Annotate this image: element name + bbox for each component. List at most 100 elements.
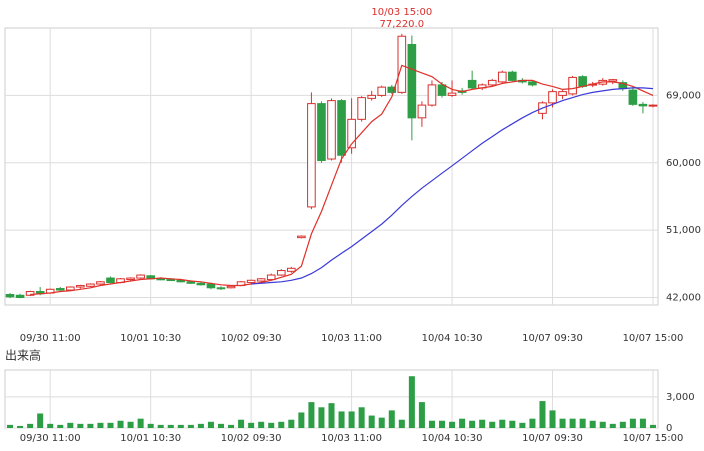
- candle-body: [528, 81, 537, 86]
- candle-body: [196, 282, 206, 286]
- x-tick-label: 10/07 15:00: [623, 433, 684, 444]
- x-tick-label: 10/02 09:30: [221, 433, 282, 444]
- candle-body: [387, 86, 397, 93]
- volume-bar: [217, 423, 225, 428]
- y-tick-label: 51,000: [666, 225, 701, 236]
- volume-bar: [97, 422, 104, 428]
- volume-bar: [147, 423, 154, 428]
- volume-bar: [288, 419, 295, 428]
- candle-body: [638, 103, 648, 107]
- volume-title: 出来高: [5, 348, 41, 363]
- candle-body: [427, 84, 437, 106]
- price-frame: [4, 27, 659, 306]
- volume-bar: [308, 402, 315, 428]
- candle-body: [76, 285, 85, 288]
- annotation-value: 77,220.0: [380, 19, 425, 30]
- y-tick-label: 42,000: [666, 293, 701, 304]
- candle-body: [558, 91, 567, 96]
- volume-bar: [449, 421, 456, 428]
- candle-body: [407, 43, 417, 119]
- candle-body: [317, 103, 326, 162]
- volume-bar: [629, 418, 636, 428]
- volume-bar: [559, 418, 566, 428]
- volume-bar: [177, 424, 184, 428]
- x-tick-label: 10/02 09:30: [221, 333, 282, 344]
- y-tick-label: 3,000: [666, 392, 695, 403]
- annotation-time: 10/03 15:00: [371, 7, 432, 18]
- volume-bar: [157, 424, 164, 428]
- candle-body: [648, 104, 658, 107]
- x-tick-label: 09/30 11:00: [20, 333, 81, 344]
- candle-body: [176, 279, 186, 283]
- moving-average: [251, 87, 654, 285]
- volume-bar: [489, 421, 496, 428]
- x-tick-label: 10/03 11:00: [321, 433, 382, 444]
- candle-body: [568, 76, 577, 95]
- candle-body: [256, 278, 266, 282]
- candle-body: [166, 279, 176, 282]
- candle-body: [226, 285, 236, 289]
- candle-body: [25, 291, 35, 296]
- candle-body: [286, 267, 296, 272]
- volume-bar: [348, 411, 355, 428]
- candle-body: [397, 35, 407, 93]
- volume-bar: [137, 418, 144, 428]
- x-tick-label: 10/01 10:30: [120, 333, 181, 344]
- candle-body: [347, 118, 356, 149]
- x-tick-label: 10/07 09:30: [522, 333, 583, 344]
- y-tick-label: 60,000: [666, 158, 701, 169]
- candle-body: [327, 100, 336, 160]
- candle-body: [55, 288, 65, 291]
- y-tick-label: 69,000: [666, 90, 701, 101]
- volume-bar: [529, 418, 536, 428]
- volume-bar: [248, 422, 255, 428]
- candle-body: [508, 71, 517, 81]
- candle-body: [447, 92, 457, 96]
- candle-body: [156, 278, 166, 281]
- candle-body: [357, 97, 366, 120]
- candle-body: [126, 277, 135, 281]
- candle-body: [216, 287, 226, 290]
- candle-body: [417, 104, 427, 119]
- candle-body: [106, 277, 115, 284]
- candle-body: [136, 274, 145, 279]
- volume-bar: [328, 403, 335, 428]
- volume-bar: [549, 410, 556, 428]
- x-tick-label: 10/01 10:30: [120, 433, 181, 444]
- candle-body: [206, 283, 216, 289]
- candle-body: [86, 283, 95, 287]
- candle-body: [608, 79, 618, 82]
- candle-body: [487, 79, 497, 86]
- volume-bar: [27, 423, 34, 428]
- volume-bar: [17, 425, 24, 428]
- volume-bar: [459, 418, 466, 428]
- candle-body: [5, 294, 15, 298]
- volume-bar: [609, 423, 616, 428]
- volume-bar: [408, 376, 415, 428]
- volume-bar: [519, 422, 526, 428]
- volume-bar: [589, 420, 596, 428]
- volume-bar: [207, 421, 214, 428]
- volume-bar: [278, 421, 285, 428]
- x-tick-label: 09/30 11:00: [20, 433, 81, 444]
- volume-bar: [509, 420, 516, 428]
- volume-bar: [187, 424, 194, 428]
- volume-bar: [639, 418, 646, 428]
- x-tick-label: 10/03 11:00: [321, 333, 382, 344]
- volume-bar: [67, 422, 74, 428]
- volume-bar: [197, 423, 204, 428]
- candle-body: [15, 294, 25, 299]
- candle-body: [337, 100, 346, 156]
- candle-body: [367, 94, 377, 99]
- candle-body: [276, 270, 286, 276]
- y-tick-label: 0: [666, 423, 672, 434]
- x-tick-label: 10/04 10:30: [422, 433, 483, 444]
- volume-bar: [378, 417, 385, 428]
- volume-bar: [358, 407, 365, 428]
- volume-bar: [398, 419, 405, 428]
- volume-bar: [37, 413, 44, 428]
- volume-bar: [418, 402, 425, 428]
- volume-bar: [599, 421, 606, 428]
- volume-bar: [619, 421, 626, 428]
